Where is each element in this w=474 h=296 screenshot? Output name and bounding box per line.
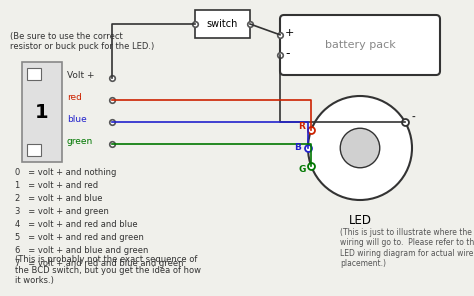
FancyBboxPatch shape (27, 144, 41, 156)
FancyBboxPatch shape (22, 62, 62, 162)
FancyBboxPatch shape (27, 68, 41, 80)
Text: 6   = volt + and blue and green: 6 = volt + and blue and green (15, 246, 148, 255)
FancyBboxPatch shape (280, 15, 440, 75)
Text: 3   = volt + and green: 3 = volt + and green (15, 207, 109, 216)
Text: 5   = volt + and red and green: 5 = volt + and red and green (15, 233, 144, 242)
Text: -: - (412, 112, 416, 121)
Circle shape (340, 128, 380, 168)
Text: +: + (285, 28, 294, 38)
Text: blue: blue (67, 115, 87, 125)
Text: R: R (298, 122, 305, 131)
FancyBboxPatch shape (195, 10, 250, 38)
Text: G: G (298, 165, 305, 174)
Text: 4   = volt + and red and blue: 4 = volt + and red and blue (15, 220, 137, 229)
Text: -: - (285, 47, 290, 60)
Text: Volt +: Volt + (67, 72, 94, 81)
Text: 0   = volt + and nothing: 0 = volt + and nothing (15, 168, 117, 177)
Text: LED: LED (348, 214, 372, 227)
Text: switch: switch (207, 19, 238, 29)
Text: green: green (67, 138, 93, 147)
Text: (Be sure to use the correct
resistor or buck puck for the LED.): (Be sure to use the correct resistor or … (10, 32, 154, 52)
Text: 1   = volt + and red: 1 = volt + and red (15, 181, 98, 190)
Text: (This is just to illustrate where the
wiring will go to.  Please refer to the
LE: (This is just to illustrate where the wi… (340, 228, 474, 268)
Text: 2   = volt + and blue: 2 = volt + and blue (15, 194, 102, 203)
Text: B: B (294, 144, 301, 152)
Circle shape (308, 96, 412, 200)
Text: 7   = volt + and red and blue and green: 7 = volt + and red and blue and green (15, 259, 183, 268)
Text: (This is probably not the exact sequence of
the BCD switch, but you get the idea: (This is probably not the exact sequence… (15, 255, 201, 285)
Text: battery pack: battery pack (325, 40, 395, 50)
Text: 1: 1 (35, 102, 49, 121)
Text: red: red (67, 94, 82, 102)
